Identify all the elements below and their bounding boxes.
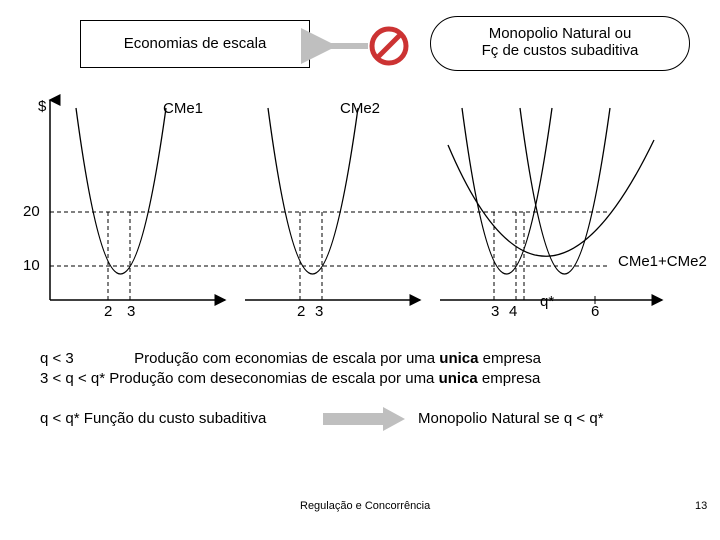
text-line-1: q < 3 Produção com economias de escala p… [40, 350, 541, 367]
p2-tick-3: 3 [315, 303, 323, 320]
p2-tick-2: 2 [297, 303, 305, 320]
text-line-3-right: Monopolio Natural se q < q* [418, 410, 604, 427]
p3-tick-4: 4 [509, 303, 517, 320]
cost-curves-chart [0, 0, 720, 330]
text-line-3: q < q* Função du custo subaditiva [40, 410, 266, 427]
p3-tick-3: 3 [491, 303, 499, 320]
p1-tick-2: 2 [104, 303, 112, 320]
p3-tick-6: 6 [591, 303, 599, 320]
p3-qstar: q* [540, 293, 554, 310]
p1-tick-3: 3 [127, 303, 135, 320]
footer-center: Regulação e Concorrência [300, 500, 430, 512]
body-arrow-icon [315, 403, 410, 433]
slide-number: 13 [695, 500, 707, 512]
text-line-2: 3 < q < q* Produção com deseconomias de … [40, 370, 540, 387]
